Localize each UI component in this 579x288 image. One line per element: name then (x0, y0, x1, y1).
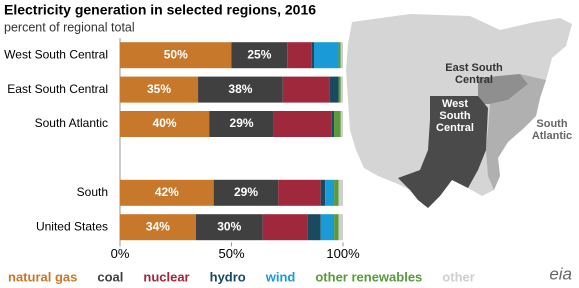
map-label: South Atlantic (532, 118, 572, 142)
bar-segment (325, 179, 335, 206)
bar-segment (282, 76, 330, 103)
bar-segment (262, 214, 308, 241)
bar-segment (198, 76, 283, 103)
chart-subtitle: percent of regional total (4, 20, 135, 34)
bar-segment (120, 179, 214, 206)
y-tick-label: United States (36, 219, 108, 233)
x-tick-label: 50% (218, 246, 244, 261)
south-atlantic-region (486, 74, 546, 190)
bar-segment (195, 214, 263, 241)
map (346, 14, 572, 208)
bar-segment (307, 214, 321, 241)
map-label: East South Central (445, 62, 503, 86)
value-label: 35% (147, 82, 171, 96)
bar-segment (338, 179, 343, 206)
legend-entry: coal (97, 269, 123, 284)
west-south-central-region (398, 96, 488, 208)
map-label-line: South (439, 110, 470, 122)
value-label: 38% (228, 82, 252, 96)
x-tick-label: 100% (326, 246, 360, 261)
y-tick-label: South Atlantic (35, 116, 108, 130)
x-tick-label: 0% (111, 246, 130, 261)
legend-entry: wind (265, 269, 296, 284)
bar-segment (209, 111, 274, 137)
value-label: 29% (230, 116, 254, 130)
bar-segment (340, 42, 343, 69)
chart-title: Electricity generation in selected regio… (4, 2, 316, 18)
value-label: 30% (217, 219, 241, 233)
map-label: West South Central (436, 98, 474, 134)
bar-segment (320, 179, 326, 206)
map-label-line: Central (455, 74, 493, 86)
bar-segment (120, 214, 196, 241)
value-label: 42% (155, 185, 179, 199)
bar-segment (320, 214, 335, 241)
bar-segment (338, 214, 343, 241)
bar-segment (311, 42, 315, 69)
bar-segment (120, 42, 232, 69)
bar-segment (340, 76, 343, 103)
bar-segment (338, 42, 341, 69)
bar-segment (329, 76, 339, 103)
logo: eia (549, 264, 572, 283)
bar-segment (287, 42, 312, 69)
bar-segment (120, 111, 210, 137)
value-label: 40% (153, 116, 177, 130)
bar-segment (120, 76, 199, 103)
value-label: 29% (234, 185, 258, 199)
bar-segment (213, 179, 279, 206)
bar-segment (231, 42, 288, 69)
map-label-line: South (536, 118, 567, 130)
y-tick-label: West South Central (4, 47, 108, 61)
legend-entry: natural gas (8, 269, 77, 284)
bar-segment (331, 111, 335, 137)
map-label-line: Central (436, 122, 474, 134)
bar-segment (334, 111, 341, 137)
map-label-line: East South (445, 62, 503, 74)
value-label: 34% (146, 219, 170, 233)
east-south-central-region (478, 74, 528, 104)
legend-entry: other (442, 269, 475, 284)
bar-segment (338, 76, 341, 103)
bar-segment (340, 111, 343, 137)
map-label-line: West (442, 98, 468, 110)
value-label: 50% (164, 47, 188, 61)
legend-entry: hydro (210, 269, 246, 284)
bar-segment (314, 42, 339, 69)
y-tick-label: East South Central (7, 82, 108, 96)
value-label: 25% (247, 47, 271, 61)
legend-entry: nuclear (143, 269, 189, 284)
bar-segment (278, 179, 321, 206)
legend-entry: other renewables (315, 269, 422, 284)
bar-segment (273, 111, 332, 137)
y-tick-label: South (77, 185, 108, 199)
bar-segment (334, 214, 339, 241)
bar-segment (334, 179, 339, 206)
map-label-line: Atlantic (532, 130, 572, 142)
